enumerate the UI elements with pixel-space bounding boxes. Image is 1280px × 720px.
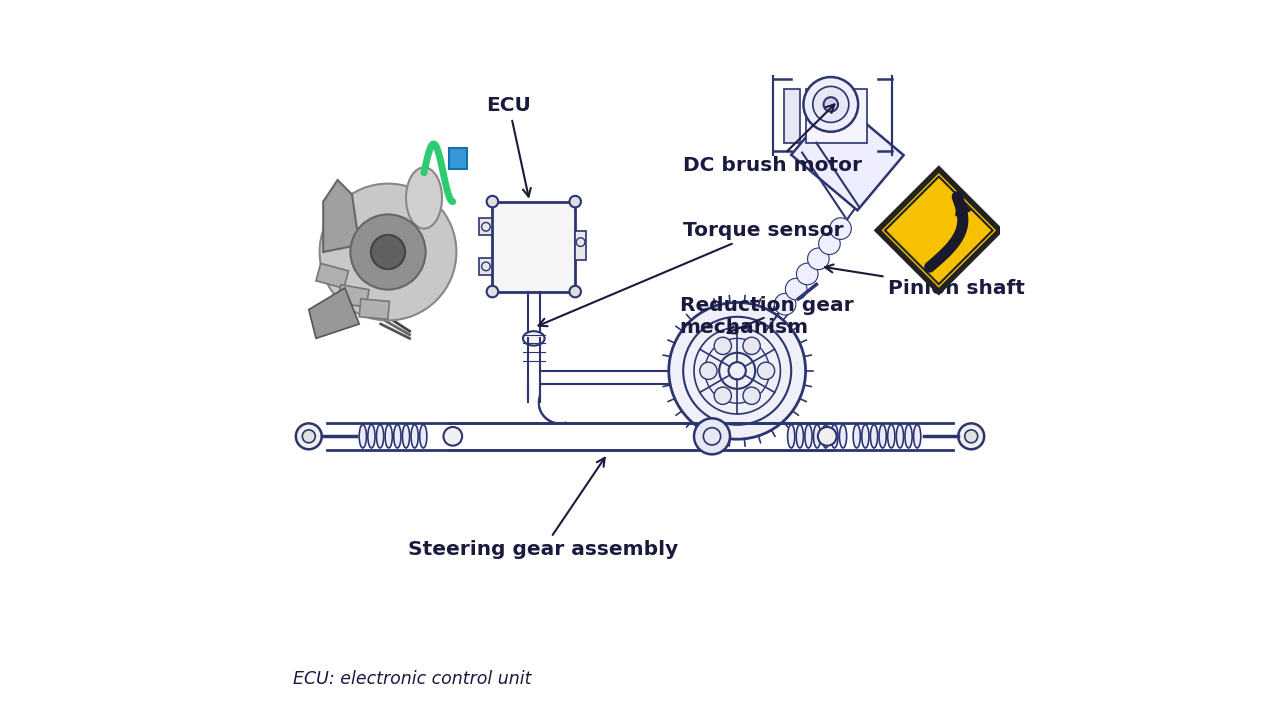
Ellipse shape xyxy=(822,425,829,448)
Bar xyxy=(480,218,493,235)
Polygon shape xyxy=(878,169,1000,292)
Circle shape xyxy=(371,235,404,269)
Circle shape xyxy=(669,302,805,439)
Circle shape xyxy=(796,264,818,285)
Bar xyxy=(316,264,348,288)
Circle shape xyxy=(819,233,840,255)
Circle shape xyxy=(694,418,730,454)
Bar xyxy=(805,89,867,143)
Circle shape xyxy=(829,218,851,240)
Ellipse shape xyxy=(870,425,878,448)
Circle shape xyxy=(742,337,760,354)
Ellipse shape xyxy=(687,370,700,384)
Ellipse shape xyxy=(402,425,410,448)
Circle shape xyxy=(808,248,829,270)
Circle shape xyxy=(296,423,321,449)
Ellipse shape xyxy=(394,425,401,448)
Circle shape xyxy=(719,353,755,389)
Text: ECU: electronic control unit: ECU: electronic control unit xyxy=(293,670,531,688)
Circle shape xyxy=(486,196,498,207)
Circle shape xyxy=(351,215,426,289)
Circle shape xyxy=(714,337,731,354)
Ellipse shape xyxy=(861,425,869,448)
Bar xyxy=(480,258,493,275)
Ellipse shape xyxy=(376,425,384,448)
Circle shape xyxy=(965,430,978,443)
Ellipse shape xyxy=(831,425,838,448)
Circle shape xyxy=(823,97,838,112)
Ellipse shape xyxy=(406,167,442,229)
Ellipse shape xyxy=(888,425,895,448)
Bar xyxy=(575,231,586,260)
Ellipse shape xyxy=(879,425,886,448)
Bar xyxy=(493,202,575,292)
Bar xyxy=(785,89,800,143)
Ellipse shape xyxy=(796,425,804,448)
Circle shape xyxy=(443,427,462,446)
Text: Torque sensor: Torque sensor xyxy=(539,221,844,326)
Circle shape xyxy=(728,362,746,379)
Ellipse shape xyxy=(914,425,920,448)
Text: Reduction gear
mechanism: Reduction gear mechanism xyxy=(680,297,854,337)
Circle shape xyxy=(818,427,837,446)
Circle shape xyxy=(705,338,769,403)
Circle shape xyxy=(700,362,717,379)
Circle shape xyxy=(486,286,498,297)
Circle shape xyxy=(302,430,315,443)
Ellipse shape xyxy=(905,425,913,448)
Text: Steering gear assembly: Steering gear assembly xyxy=(407,458,678,559)
Ellipse shape xyxy=(805,425,812,448)
Circle shape xyxy=(813,86,849,122)
Text: DC brush motor: DC brush motor xyxy=(684,104,863,175)
Ellipse shape xyxy=(896,425,904,448)
Ellipse shape xyxy=(840,425,846,448)
Ellipse shape xyxy=(787,425,795,448)
Circle shape xyxy=(570,286,581,297)
Circle shape xyxy=(742,387,760,405)
Circle shape xyxy=(570,196,581,207)
Polygon shape xyxy=(308,288,360,338)
Ellipse shape xyxy=(411,425,419,448)
Ellipse shape xyxy=(854,425,860,448)
Circle shape xyxy=(786,279,806,300)
Bar xyxy=(360,299,389,319)
Circle shape xyxy=(774,294,796,315)
Bar xyxy=(338,284,369,307)
Bar xyxy=(449,148,467,169)
Text: Pinion shaft: Pinion shaft xyxy=(826,264,1025,297)
Circle shape xyxy=(320,184,457,320)
Ellipse shape xyxy=(814,425,820,448)
Polygon shape xyxy=(324,180,360,252)
Ellipse shape xyxy=(524,331,544,346)
Text: ECU: ECU xyxy=(486,96,531,197)
Bar xyxy=(791,99,904,210)
Ellipse shape xyxy=(385,425,393,448)
Circle shape xyxy=(714,387,731,405)
Circle shape xyxy=(758,362,774,379)
Circle shape xyxy=(959,423,984,449)
Circle shape xyxy=(804,77,858,132)
Circle shape xyxy=(694,328,781,414)
Ellipse shape xyxy=(360,425,366,448)
Ellipse shape xyxy=(420,425,428,448)
Ellipse shape xyxy=(367,425,375,448)
Circle shape xyxy=(684,317,791,425)
